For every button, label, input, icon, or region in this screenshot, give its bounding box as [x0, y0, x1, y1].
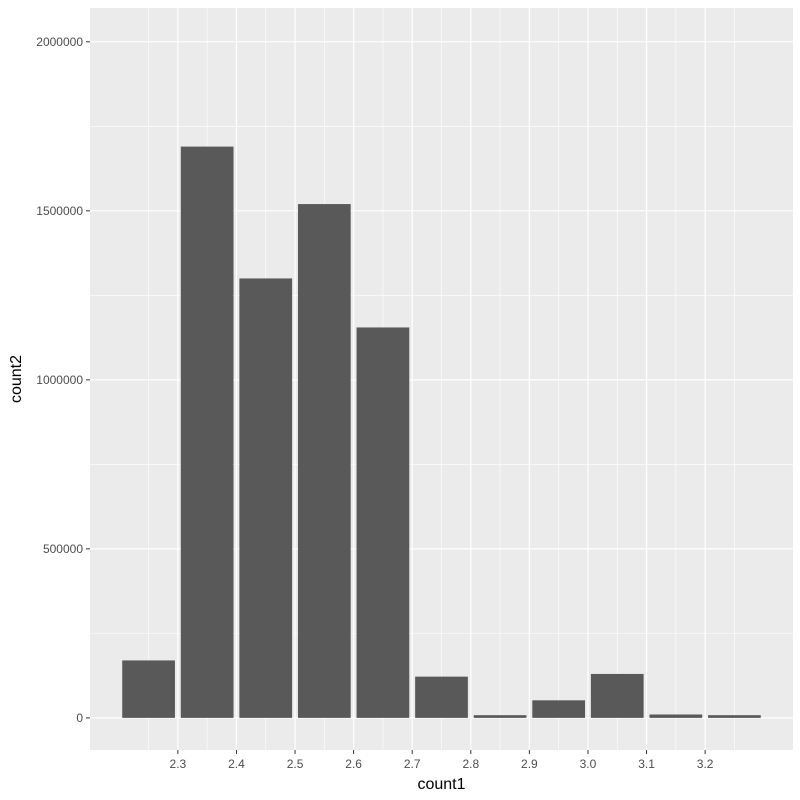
- x-tick-label: 2.7: [404, 757, 421, 771]
- x-tick-label: 2.8: [462, 757, 479, 771]
- bar: [649, 714, 703, 718]
- y-tick-label: 500000: [43, 542, 83, 556]
- bar: [180, 146, 234, 718]
- x-tick-label: 3.2: [697, 757, 714, 771]
- bar: [590, 673, 644, 718]
- y-axis-ticks: 0 500000 1000000 1500000 2000000: [36, 35, 90, 725]
- x-axis-title: count1: [417, 776, 465, 793]
- x-axis-ticks: 2.3 2.4 2.5 2.6 2.7 2.8 2.9 3.0 3.1 3.2: [170, 750, 714, 771]
- bar: [708, 715, 761, 718]
- y-axis-title: count2: [8, 355, 25, 403]
- x-tick-label: 2.4: [228, 757, 245, 771]
- x-tick-label: 2.6: [345, 757, 362, 771]
- x-tick-label: 3.0: [580, 757, 597, 771]
- bar: [415, 676, 468, 718]
- bar: [356, 327, 410, 718]
- bar: [297, 204, 351, 718]
- y-tick-label: 0: [76, 711, 83, 725]
- x-tick-label: 3.1: [638, 757, 655, 771]
- x-tick-label: 2.9: [521, 757, 538, 771]
- bar: [122, 660, 175, 718]
- bar: [473, 715, 527, 718]
- x-tick-label: 2.5: [287, 757, 304, 771]
- major-gridlines-x: [177, 8, 706, 750]
- y-tick-label: 1500000: [36, 204, 83, 218]
- x-tick-label: 2.3: [170, 757, 187, 771]
- bar: [239, 278, 293, 718]
- bars: [122, 146, 761, 718]
- y-tick-label: 1000000: [36, 373, 83, 387]
- bar: [532, 700, 586, 718]
- y-tick-label: 2000000: [36, 35, 83, 49]
